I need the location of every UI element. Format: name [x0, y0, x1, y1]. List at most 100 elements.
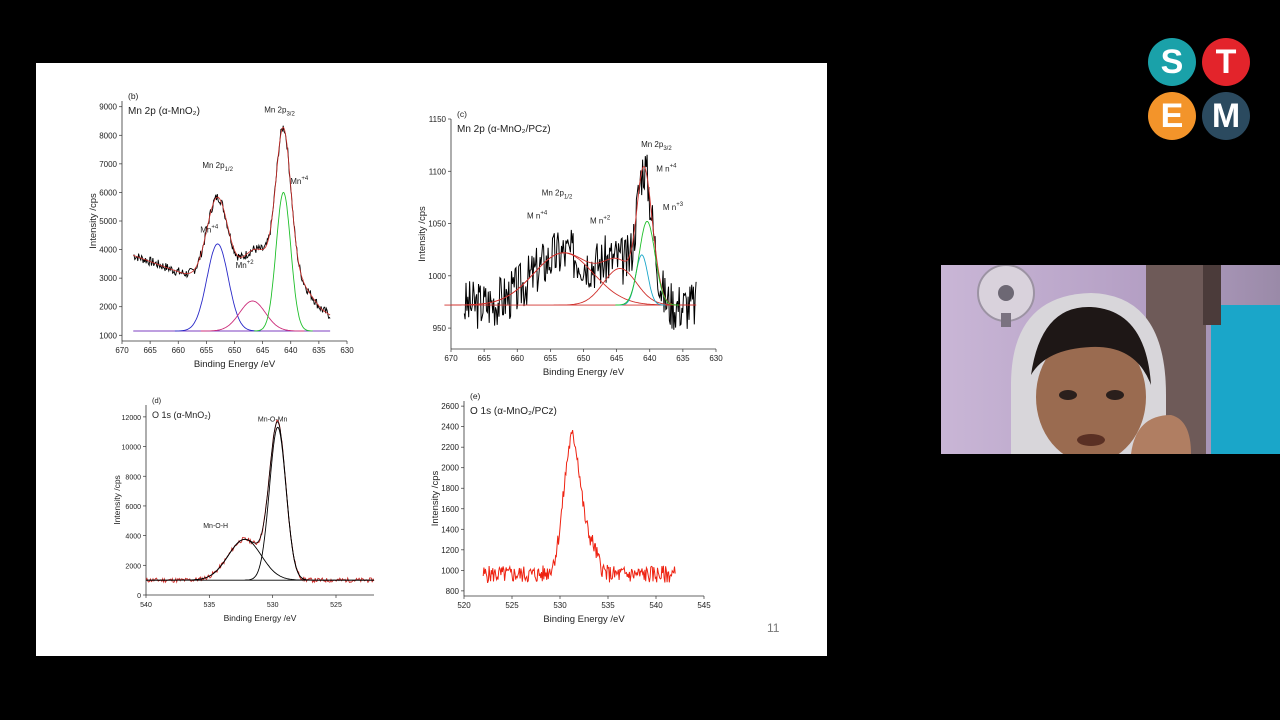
chart-title: O 1s (α-MnO₂/PCz): [470, 406, 557, 417]
component-peak-line: [617, 254, 666, 306]
raw-spectrum-line: [133, 125, 331, 319]
x-tick-label: 655: [200, 346, 214, 355]
x-tick-label: 535: [203, 602, 215, 609]
y-tick-label: 1600: [441, 505, 459, 514]
y-tick-label: 1200: [441, 546, 459, 555]
peak-annotation: M n+3: [663, 202, 684, 212]
x-tick-label: 660: [511, 354, 525, 363]
component-peak-line: [254, 191, 313, 332]
y-tick-label: 8000: [125, 474, 141, 481]
x-axis-label: Binding Energy /eV: [543, 614, 625, 625]
x-tick-label: 520: [457, 601, 471, 610]
x-tick-label: 640: [284, 346, 298, 355]
y-axis-label: Intensity /cps: [88, 193, 99, 249]
raw-spectrum-line: [463, 154, 697, 330]
y-tick-label: 1050: [428, 220, 446, 229]
x-tick-label: 630: [340, 346, 354, 355]
y-tick-label: 10000: [122, 445, 142, 452]
y-tick-label: 0: [137, 593, 141, 600]
y-tick-label: 2200: [441, 443, 459, 452]
panel-label: (b): [128, 91, 139, 101]
plot-area: 670 665 660 655 650 645 640 635 630 1000 2000 3000 4…: [88, 91, 354, 370]
y-tick-label: 1400: [441, 525, 459, 534]
stem-logo: S T E M: [1148, 38, 1250, 140]
chart-title: Mn 2p (α-MnO₂): [128, 106, 200, 117]
y-tick-label: 2000: [441, 464, 459, 473]
plot-area: 540 535 530 525 0 2000 4000 6000 8000 10000 12000 B…: [112, 396, 375, 623]
y-tick-label: 3000: [99, 274, 117, 283]
x-tick-label: 645: [256, 346, 270, 355]
chart-o1s-mno2: 540 535 530 525 0 2000 4000 6000 8000 10000 12000 B…: [112, 396, 375, 623]
x-tick-label: 655: [544, 354, 558, 363]
x-tick-label: 650: [577, 354, 591, 363]
y-tick-label: 7000: [99, 160, 117, 169]
x-tick-label: 540: [649, 601, 663, 610]
component-peak-line: [178, 538, 311, 581]
plot-area: 670 665 660 655 650 645 640 635 630 950 1000 1050 11…: [417, 109, 723, 378]
raw-spectrum-line: [145, 419, 375, 584]
x-axis-label: Binding Energy /eV: [543, 367, 625, 378]
x-tick-label: 650: [228, 346, 242, 355]
peak-annotation: Mn 2p3/2: [264, 105, 295, 117]
component-peak-line: [615, 221, 679, 306]
panel-label: (e): [470, 391, 481, 401]
y-tick-label: 4000: [99, 246, 117, 255]
y-axis-label: Intensity /cps: [417, 206, 428, 262]
component-peak-line: [244, 426, 311, 581]
x-tick-label: 665: [143, 346, 157, 355]
component-peak-line: [174, 243, 261, 332]
y-tick-label: 4000: [125, 534, 141, 541]
x-tick-label: 535: [601, 601, 615, 610]
peak-annotation: Mn 2p3/2: [641, 140, 672, 152]
peak-annotation: Mn 2p1/2: [202, 161, 233, 173]
logo-letter-m: M: [1202, 92, 1250, 140]
peak-annotation: Mn-O-Mn: [258, 416, 288, 423]
presentation-slide: 670 665 660 655 650 645 640 635 630 1000 2000 3000 4…: [36, 63, 827, 656]
peak-annotation: Mn 2p1/2: [542, 188, 573, 200]
plot-area: 520 525 530 535 540 545 800 1000 1200 1400 1600 180…: [430, 391, 711, 625]
y-tick-label: 2400: [441, 423, 459, 432]
x-tick-label: 670: [444, 354, 458, 363]
y-tick-label: 8000: [99, 131, 117, 140]
fitted-envelope-line: [133, 126, 331, 316]
x-tick-label: 645: [610, 354, 624, 363]
webcam-feed: [941, 265, 1280, 454]
y-tick-label: 1000: [441, 566, 459, 575]
x-tick-label: 635: [312, 346, 326, 355]
peak-annotation: Mn+4: [290, 176, 309, 186]
y-tick-label: 1100: [429, 167, 447, 176]
y-tick-label: 1800: [441, 484, 459, 493]
x-tick-label: 640: [643, 354, 657, 363]
y-tick-label: 2600: [441, 402, 459, 411]
fitted-envelope-line: [146, 421, 374, 581]
x-tick-label: 540: [140, 602, 152, 609]
logo-letter-e: E: [1148, 92, 1196, 140]
x-tick-label: 635: [676, 354, 690, 363]
webcam-image-icon: [941, 265, 1280, 454]
y-tick-label: 950: [433, 324, 447, 333]
peak-annotation: M n+4: [656, 163, 677, 173]
raw-spectrum-line: [482, 429, 676, 584]
x-tick-label: 545: [697, 601, 711, 610]
logo-letter-s: S: [1148, 38, 1196, 86]
x-tick-label: 525: [505, 601, 519, 610]
peak-annotation: M n+4: [527, 210, 548, 220]
component-peak-line: [200, 300, 305, 332]
y-tick-label: 5000: [99, 217, 117, 226]
y-tick-label: 2000: [99, 303, 117, 312]
x-tick-label: 670: [115, 346, 129, 355]
fitted-envelope-line: [464, 166, 697, 306]
x-axis-label: Binding Energy /eV: [194, 359, 276, 370]
y-tick-label: 12000: [122, 415, 142, 422]
peak-annotation: Mn+2: [236, 260, 255, 270]
chart-mn2p-mno2-pcz: 670 665 660 655 650 645 640 635 630 950 1000 1050 11…: [417, 109, 723, 378]
y-tick-label: 6000: [125, 504, 141, 511]
panel-label: (c): [457, 109, 467, 119]
y-tick-label: 1000: [99, 331, 117, 340]
peak-annotation: Mn+4: [200, 224, 219, 234]
peak-annotation: Mn-O-H: [203, 523, 228, 530]
slide-page-number: 11: [767, 621, 780, 635]
y-tick-label: 9000: [99, 103, 117, 112]
x-tick-label: 630: [709, 354, 723, 363]
x-tick-label: 530: [553, 601, 567, 610]
